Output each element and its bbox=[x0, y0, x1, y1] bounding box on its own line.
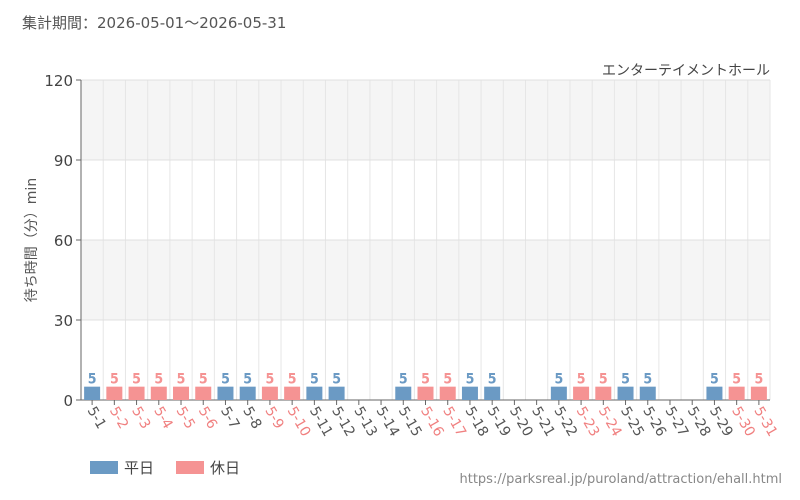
bar-weekday bbox=[484, 386, 501, 400]
attraction-name: エンターテイメントホール bbox=[602, 63, 770, 79]
x-tick-label: 5-8 bbox=[239, 404, 264, 432]
bar-value-label: 5 bbox=[732, 372, 741, 388]
legend-label-holiday: 休日 bbox=[210, 459, 241, 477]
legend-label-weekday: 平日 bbox=[124, 459, 155, 477]
bar-holiday bbox=[150, 386, 167, 400]
bar-value-label: 5 bbox=[755, 372, 764, 388]
bar-value-label: 5 bbox=[132, 372, 141, 388]
bar-weekday bbox=[617, 386, 634, 400]
y-tick-label: 90 bbox=[54, 152, 73, 170]
bar-value-label: 5 bbox=[110, 372, 119, 388]
y-tick-label: 30 bbox=[54, 312, 73, 330]
bar-value-label: 5 bbox=[177, 372, 186, 388]
wait-time-chart: 0306090120待ち時間（分）min55-155-255-355-455-5… bbox=[24, 72, 780, 440]
bar-value-label: 5 bbox=[266, 372, 275, 388]
bar-value-label: 5 bbox=[421, 372, 430, 388]
bar-weekday bbox=[306, 386, 323, 400]
period-range: 2026-05-01～2026-05-31 bbox=[97, 14, 287, 32]
x-tick-label: 5-2 bbox=[106, 404, 131, 432]
bar-value-label: 5 bbox=[332, 372, 341, 388]
bar-weekday bbox=[550, 386, 567, 400]
x-tick-label: 5-4 bbox=[150, 404, 175, 432]
bar-holiday bbox=[128, 386, 145, 400]
plot-band bbox=[81, 80, 770, 160]
bar-value-label: 5 bbox=[643, 372, 652, 388]
y-tick-label: 0 bbox=[63, 392, 73, 410]
bar-holiday bbox=[173, 386, 190, 400]
x-tick-label: 5-1 bbox=[84, 404, 109, 432]
bar-weekday bbox=[395, 386, 412, 400]
bar-weekday bbox=[328, 386, 345, 400]
bar-value-label: 5 bbox=[443, 372, 452, 388]
y-tick-label: 60 bbox=[54, 232, 73, 250]
bar-holiday bbox=[728, 386, 745, 400]
legend-swatch-holiday bbox=[176, 461, 205, 474]
bar-holiday bbox=[284, 386, 301, 400]
bar-value-label: 5 bbox=[154, 372, 163, 388]
bar-value-label: 5 bbox=[288, 372, 297, 388]
x-tick-label: 5-3 bbox=[128, 404, 153, 432]
bar-value-label: 5 bbox=[554, 372, 563, 388]
x-tick-label: 5-9 bbox=[261, 404, 286, 432]
plot-band bbox=[81, 240, 770, 320]
bar-value-label: 5 bbox=[399, 372, 408, 388]
bar-value-label: 5 bbox=[243, 372, 252, 388]
period-prefix: 集計期間： bbox=[22, 14, 98, 32]
bar-holiday bbox=[195, 386, 212, 400]
bar-weekday bbox=[239, 386, 256, 400]
legend-item-weekday: 平日 bbox=[90, 457, 154, 478]
bar-weekday bbox=[639, 386, 656, 400]
y-axis-label: 待ち時間（分）min bbox=[24, 178, 40, 302]
bar-value-label: 5 bbox=[221, 372, 230, 388]
x-tick-label: 5-6 bbox=[195, 404, 220, 432]
bar-weekday bbox=[217, 386, 234, 400]
bar-value-label: 5 bbox=[466, 372, 475, 388]
bar-value-label: 5 bbox=[88, 372, 97, 388]
source-url: https://parksreal.jp/puroland/attraction… bbox=[459, 472, 783, 487]
x-tick-label: 5-5 bbox=[173, 404, 198, 432]
plot-band bbox=[81, 160, 770, 240]
bar-holiday bbox=[439, 386, 456, 400]
bar-value-label: 5 bbox=[710, 372, 719, 388]
x-tick-label: 5-31 bbox=[750, 404, 780, 440]
bar-holiday bbox=[595, 386, 612, 400]
x-tick-label: 5-7 bbox=[217, 404, 242, 432]
legend-item-holiday: 休日 bbox=[176, 457, 240, 478]
bar-weekday bbox=[461, 386, 478, 400]
legend-swatch-weekday bbox=[90, 461, 118, 474]
bar-holiday bbox=[261, 386, 278, 400]
bar-weekday bbox=[706, 386, 723, 400]
legend: 平日 休日 bbox=[90, 457, 262, 478]
bar-value-label: 5 bbox=[199, 372, 208, 388]
bar-holiday bbox=[750, 386, 767, 400]
bar-value-label: 5 bbox=[577, 372, 586, 388]
bar-holiday bbox=[417, 386, 434, 400]
bar-holiday bbox=[573, 386, 590, 400]
bar-value-label: 5 bbox=[599, 372, 608, 388]
bar-value-label: 5 bbox=[310, 372, 319, 388]
bar-value-label: 5 bbox=[621, 372, 630, 388]
bar-holiday bbox=[106, 386, 123, 400]
bar-value-label: 5 bbox=[488, 372, 497, 388]
period-label: 集計期間：2026-05-01～2026-05-31 bbox=[22, 12, 286, 33]
bar-weekday bbox=[84, 386, 101, 400]
y-tick-label: 120 bbox=[44, 72, 73, 90]
